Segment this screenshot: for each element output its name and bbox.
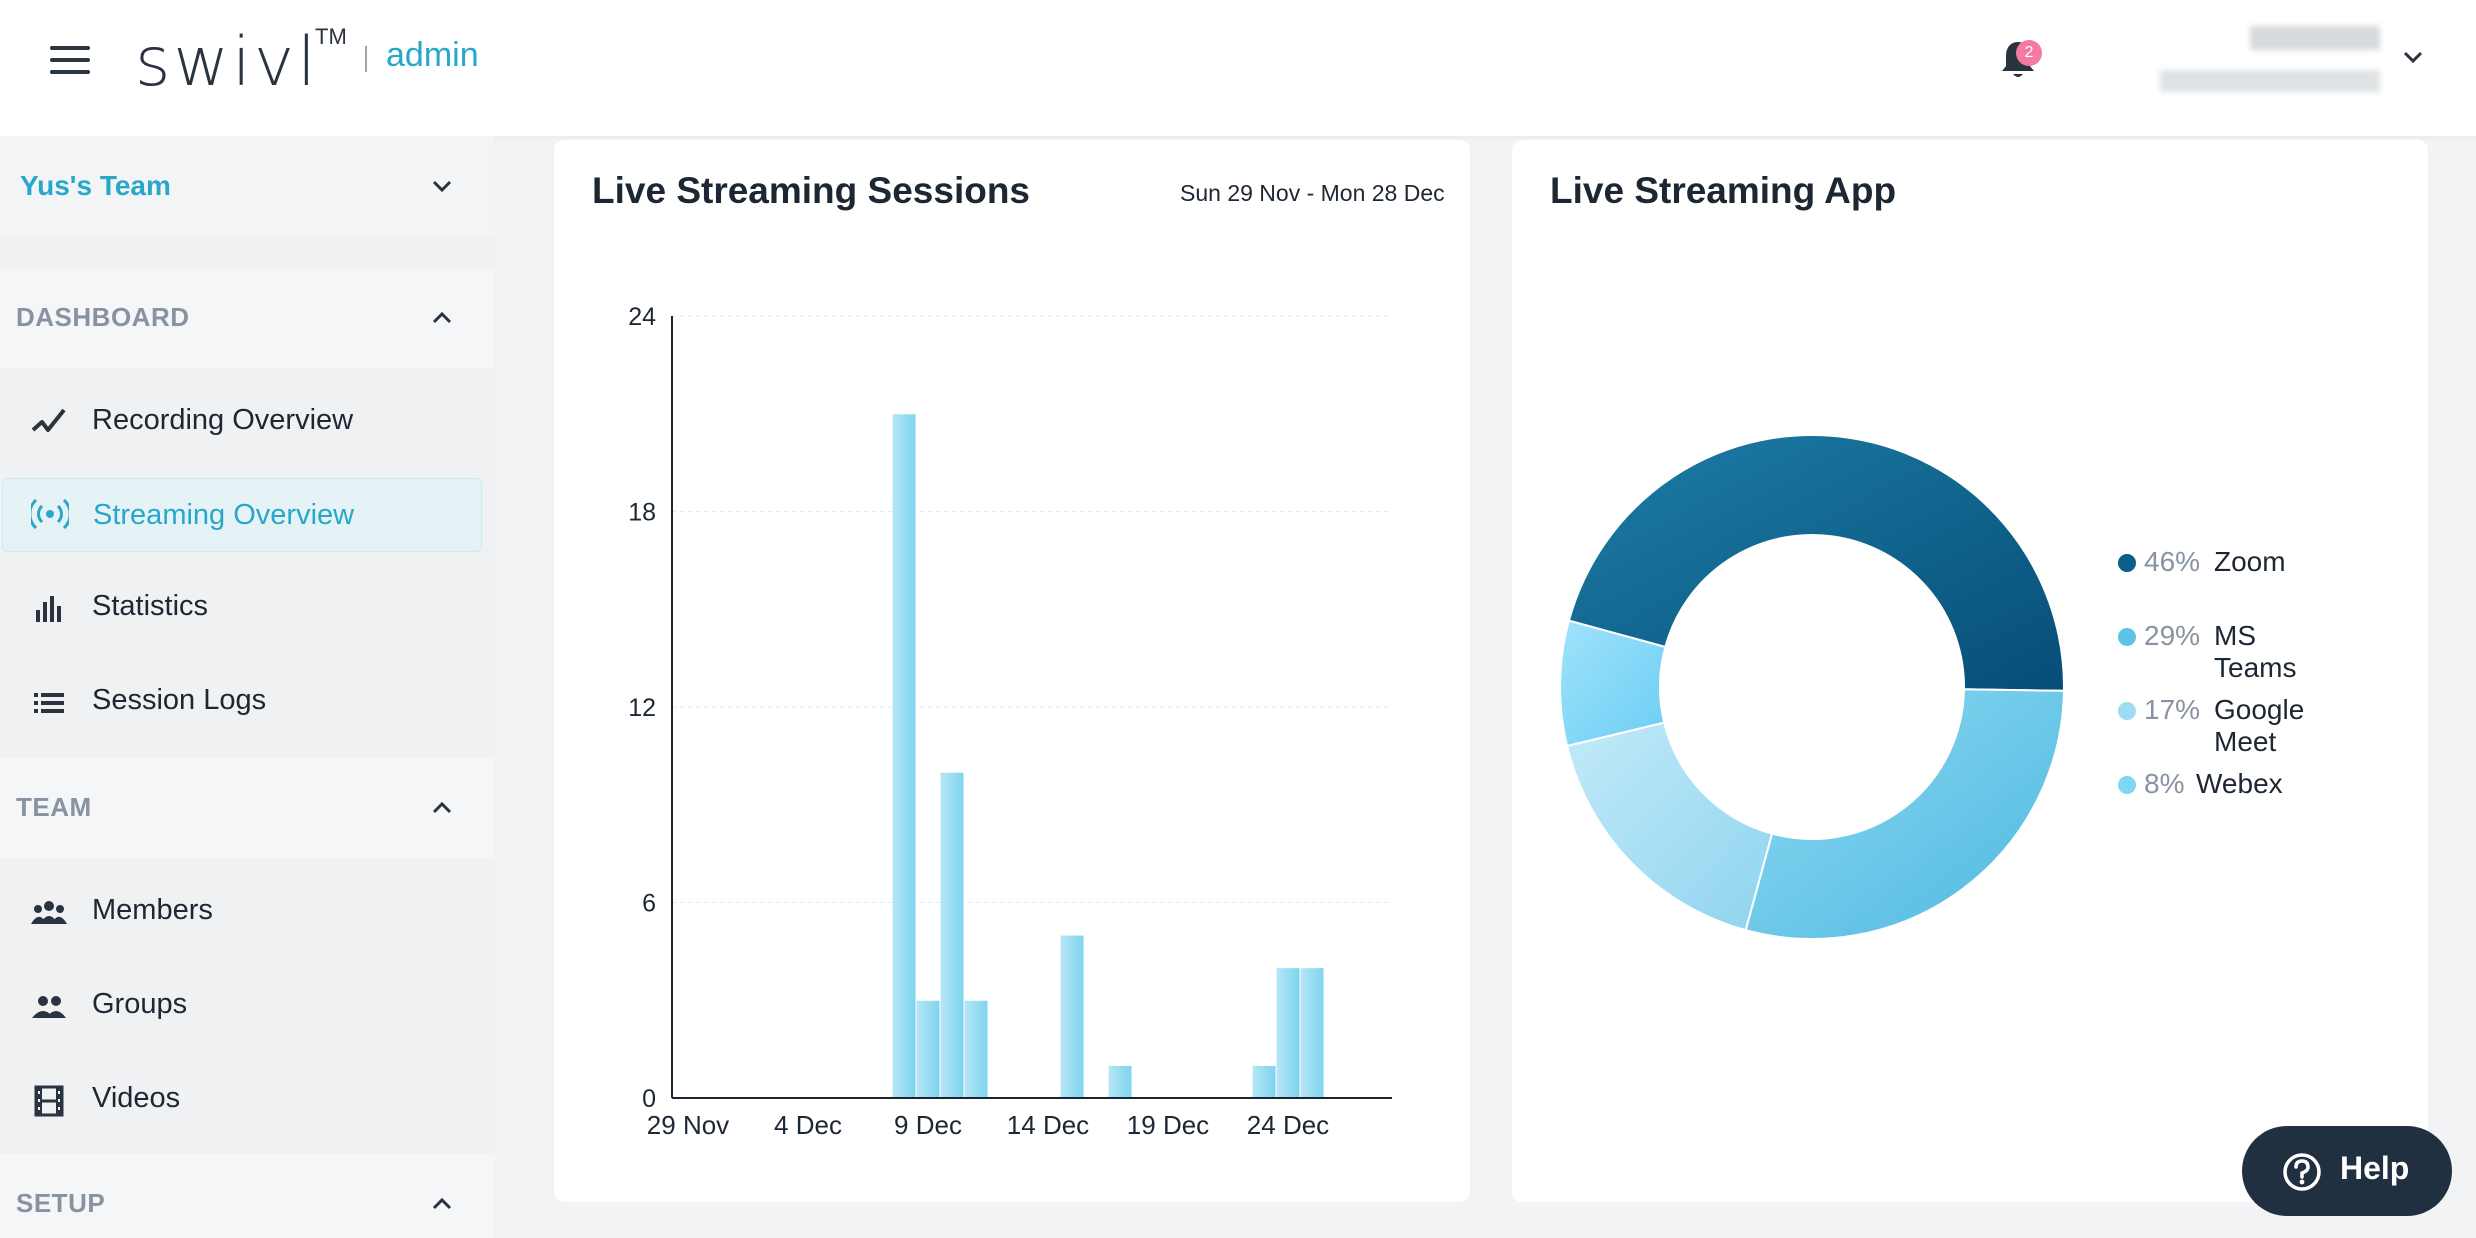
y-tick-label: 0	[642, 1085, 656, 1113]
chevron-up-icon	[432, 1197, 452, 1210]
broadcast-icon	[31, 498, 69, 530]
swivl-logo[interactable]: swivl	[135, 23, 320, 102]
section-title: TEAM	[16, 792, 92, 822]
bar-25-dec[interactable]	[1299, 967, 1325, 1099]
hamburger-menu-icon[interactable]	[50, 46, 90, 78]
donut-slice-google-meet[interactable]	[1565, 721, 1774, 932]
help-label: Help	[2340, 1150, 2410, 1186]
team-selector[interactable]: Yus's Team	[0, 136, 494, 236]
y-tick-label: 12	[628, 694, 656, 722]
sidebar-item-streaming-overview[interactable]: Streaming Overview	[2, 478, 482, 552]
bar-24-dec[interactable]	[1275, 967, 1301, 1099]
groups-icon	[32, 996, 66, 1018]
team-name: Yus's Team	[20, 170, 171, 201]
sidebar-item-label: Statistics	[92, 590, 209, 622]
help-question-icon	[2283, 1153, 2321, 1191]
legend-label: MS Teams	[2214, 620, 2297, 683]
bar-9-dec[interactable]	[915, 999, 941, 1099]
bar-10-dec[interactable]	[939, 771, 965, 1099]
legend-percent: 8%	[2144, 768, 2185, 799]
section-dashboard-header[interactable]: DASHBOARD	[0, 268, 494, 368]
x-tick-label: 24 Dec	[1247, 1110, 1329, 1140]
y-tick-label: 18	[628, 499, 656, 527]
logo-admin-label: admin	[386, 36, 479, 74]
sidebar-item-recording-overview[interactable]: Recording Overview	[0, 382, 494, 462]
sidebar-item-groups[interactable]: Groups	[0, 966, 494, 1046]
user-menu-chevron-down-icon[interactable]	[2400, 44, 2426, 70]
legend-label: Webex	[2196, 768, 2283, 799]
help-button[interactable]: Help	[2242, 1126, 2452, 1216]
chevron-up-icon	[432, 311, 452, 324]
y-tick-label: 24	[628, 303, 656, 331]
live-streaming-sessions-card: Live Streaming Sessions Sun 29 Nov - Mon…	[554, 140, 1470, 1202]
legend-label: Zoom	[2214, 546, 2286, 577]
date-range-label[interactable]: Sun 29 Nov - Mon 28 Dec	[1180, 180, 1445, 206]
live-streaming-app-card: Live Streaming App	[1512, 140, 2428, 1202]
logo-divider	[365, 46, 367, 72]
bar-15-dec[interactable]	[1059, 934, 1085, 1099]
legend-label: Google Meet	[2214, 694, 2305, 757]
sidebar-item-members[interactable]: Members	[0, 872, 494, 952]
section-title: DASHBOARD	[16, 302, 190, 332]
x-tick-label: 19 Dec	[1127, 1110, 1209, 1140]
legend-color-dot	[2118, 628, 2136, 646]
trend-icon	[31, 408, 66, 432]
bar-8-dec[interactable]	[891, 413, 917, 1099]
app-donut-chart	[1559, 434, 2065, 940]
sidebar-item-label: Groups	[92, 988, 188, 1020]
top-header: swivl TM admin 2	[0, 0, 2476, 136]
legend-percent: 17%	[2144, 694, 2201, 725]
sidebar: Yus's Team DASHBOARD Recording Overview …	[0, 136, 494, 1238]
user-email-redacted[interactable]	[2160, 70, 2380, 92]
section-team-header[interactable]: TEAM	[0, 758, 494, 858]
donut-slice-zoom[interactable]	[1567, 434, 2065, 692]
legend-color-dot	[2118, 554, 2136, 572]
bar-23-dec[interactable]	[1251, 1064, 1277, 1099]
x-tick-label: 9 Dec	[894, 1110, 962, 1140]
notification-count-badge: 2	[2016, 40, 2042, 66]
user-name-redacted[interactable]	[2250, 26, 2380, 50]
bar-11-dec[interactable]	[963, 999, 989, 1099]
logo-trademark: TM	[315, 24, 347, 49]
sidebar-item-label: Videos	[92, 1082, 181, 1114]
legend-percent: 29%	[2144, 620, 2201, 651]
bar-17-dec[interactable]	[1107, 1064, 1133, 1099]
sidebar-item-label: Recording Overview	[92, 404, 354, 436]
legend-percent: 46%	[2144, 546, 2201, 577]
card-title: Live Streaming Sessions	[592, 170, 1031, 211]
legend-color-dot	[2118, 702, 2136, 720]
list-icon	[34, 693, 64, 713]
sidebar-item-label: Streaming Overview	[93, 499, 355, 531]
card-title: Live Streaming App	[1550, 170, 1897, 211]
sidebar-item-statistics[interactable]: Statistics	[0, 568, 494, 648]
legend-color-dot	[2118, 776, 2136, 794]
donut-slice-webex[interactable]	[1559, 619, 1667, 748]
section-title: SETUP	[16, 1188, 106, 1218]
section-setup-header[interactable]: SETUP	[0, 1154, 494, 1238]
sidebar-item-videos[interactable]: Videos	[0, 1060, 494, 1140]
film-icon	[34, 1085, 64, 1117]
members-icon	[31, 901, 67, 924]
sidebar-item-label: Members	[92, 894, 213, 926]
donut-slice-ms-teams[interactable]	[1744, 688, 2065, 940]
chevron-down-icon	[432, 180, 452, 193]
y-tick-label: 6	[642, 890, 656, 918]
bar-chart-icon	[36, 596, 61, 622]
x-tick-label: 4 Dec	[774, 1110, 842, 1140]
sessions-bar-chart: 0 6 12 18 24 29 Nov 4 Dec 9 Dec 14 Dec 19 Dec 24 D…	[628, 303, 1392, 1140]
sidebar-item-label: Session Logs	[92, 684, 267, 716]
x-tick-label: 14 Dec	[1007, 1110, 1089, 1140]
chevron-up-icon	[432, 801, 452, 814]
sidebar-item-session-logs[interactable]: Session Logs	[0, 662, 494, 742]
x-tick-label: 29 Nov	[647, 1110, 729, 1140]
